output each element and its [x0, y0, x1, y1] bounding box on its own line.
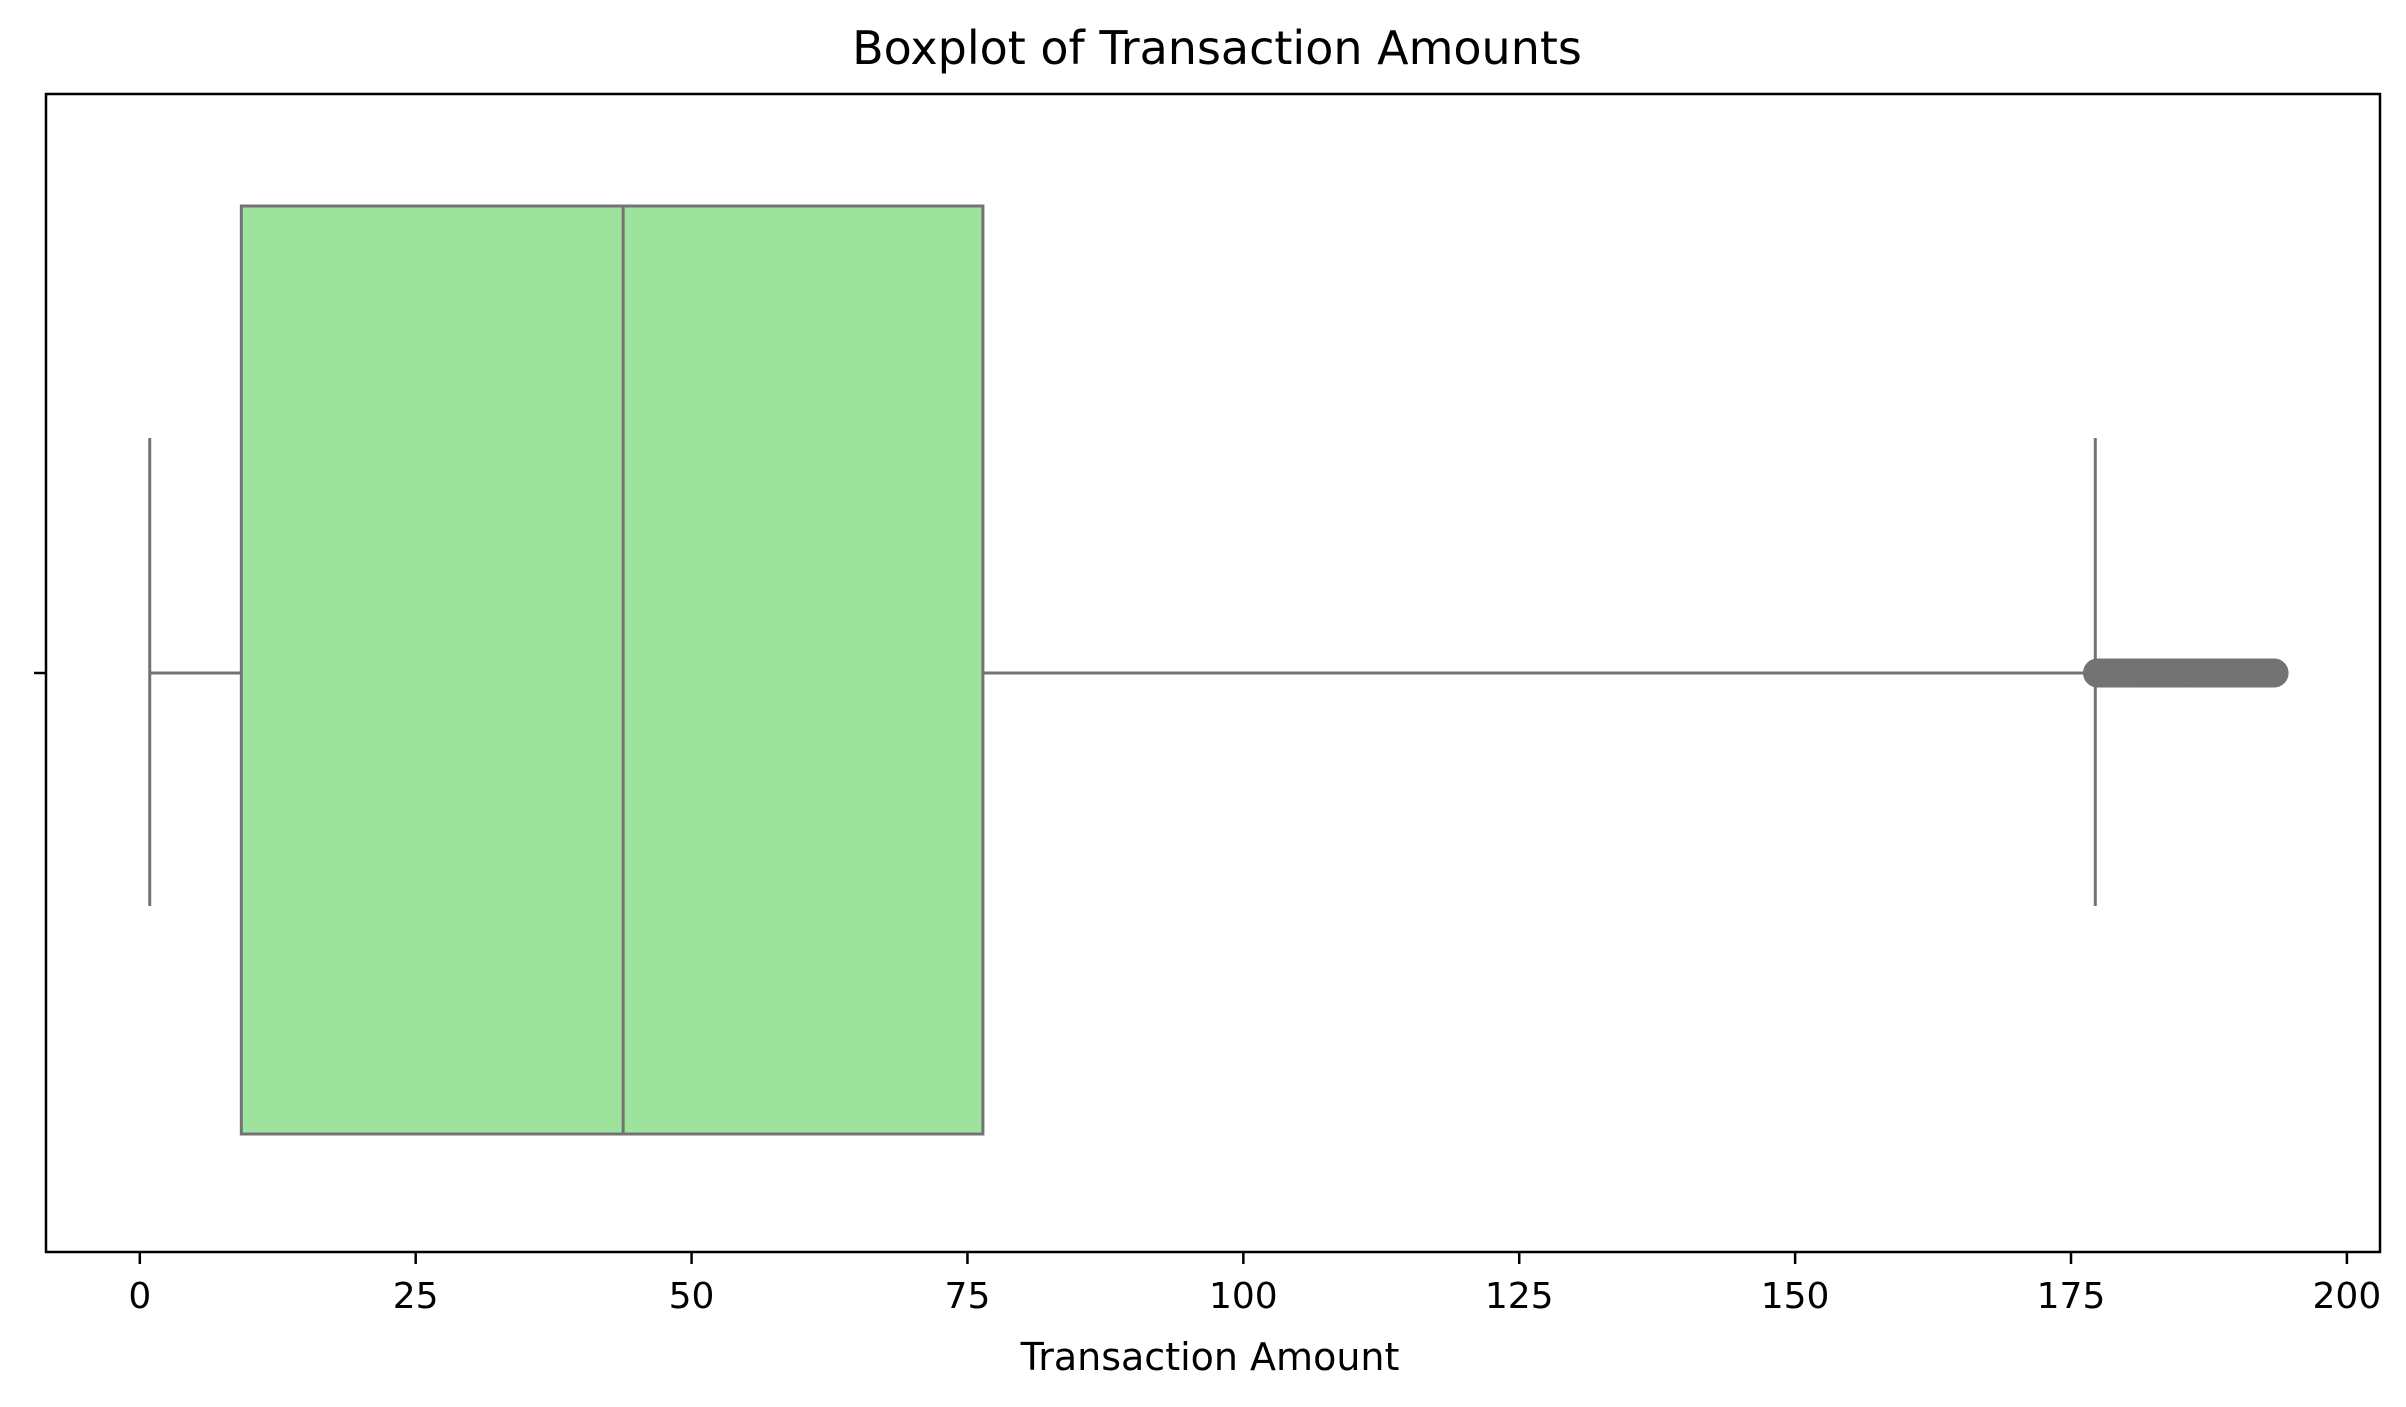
x-tick-label: 25 [393, 1276, 439, 1317]
x-tick-label: 75 [945, 1276, 991, 1317]
x-tick-label: 200 [2313, 1276, 2382, 1317]
x-tick-label: 50 [669, 1276, 715, 1317]
x-tick-label: 125 [1485, 1276, 1554, 1317]
x-tick-label: 175 [2037, 1276, 2106, 1317]
chart-title: Boxplot of Transaction Amounts [852, 21, 1582, 75]
x-tick-label: 0 [128, 1276, 151, 1317]
x-tick-label: 150 [1761, 1276, 1830, 1317]
x-axis-ticks: 0 25 50 75 100 125 150 175 200 [128, 1252, 2381, 1317]
outlier-points [2082, 658, 2289, 688]
x-axis-label: Transaction Amount [1020, 1335, 1400, 1379]
x-tick-label: 100 [1209, 1276, 1278, 1317]
plot-area [148, 204, 2289, 1136]
interquartile-box [239, 204, 985, 1136]
outlier-point [2259, 658, 2289, 688]
